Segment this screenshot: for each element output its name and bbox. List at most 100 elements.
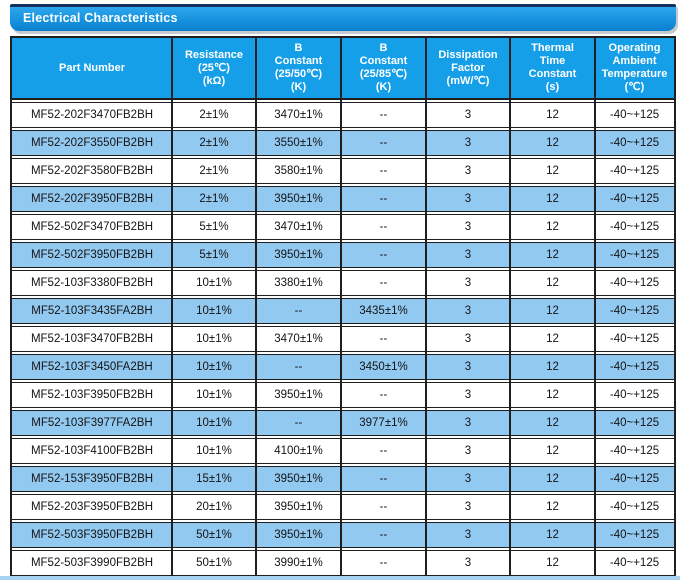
value-cell: -- bbox=[379, 445, 388, 457]
value-cell: 12 bbox=[546, 417, 559, 429]
table-row: MF52-103F3977FA2BH 10±1% -- 3977±1% 3 12 -40~+… bbox=[12, 410, 674, 436]
value-cell: 50±1% bbox=[196, 529, 232, 541]
column-separator bbox=[171, 38, 173, 580]
value-cell: -- bbox=[379, 557, 388, 569]
value-cell: -- bbox=[379, 389, 388, 401]
part-number-cell: MF52-103F3470FB2BH bbox=[30, 333, 154, 345]
part-number-cell: MF52-502F3950FB2BH bbox=[30, 249, 154, 261]
value-cell: 3 bbox=[464, 333, 472, 345]
table-row: MF52-203F3950FB2BH 20±1% 3950±1% -- 3 12 -40~+… bbox=[12, 494, 674, 520]
value-cell: 2±1% bbox=[199, 193, 229, 205]
table-row: MF52-103F3435FA2BH 10±1% -- 3435±1% 3 12 -40~+… bbox=[12, 298, 674, 324]
next-section-edge bbox=[0, 576, 680, 580]
value-cell: -40~+125 bbox=[609, 389, 660, 401]
value-cell: 10±1% bbox=[196, 333, 232, 345]
value-cell: -- bbox=[294, 305, 303, 317]
value-cell: 5±1% bbox=[199, 249, 229, 261]
table-row: MF52-153F3950FB2BH 15±1% 3950±1% -- 3 12 -40~+… bbox=[12, 466, 674, 492]
value-cell: 3 bbox=[464, 557, 472, 569]
value-cell: 3 bbox=[464, 529, 472, 541]
value-cell: 3 bbox=[464, 305, 472, 317]
table-row: MF52-103F3450FA2BH 10±1% -- 3450±1% 3 12 -40~+… bbox=[12, 354, 674, 380]
value-cell: 12 bbox=[546, 249, 559, 261]
value-cell: -- bbox=[379, 473, 388, 485]
part-number-cell: MF52-103F3435FA2BH bbox=[31, 305, 153, 317]
column-separator bbox=[255, 38, 257, 580]
part-number-cell: MF52-202F3550FB2BH bbox=[30, 137, 154, 149]
part-number-cell: MF52-202F3470FB2BH bbox=[30, 109, 154, 121]
part-number-cell: MF52-202F3580FB2BH bbox=[30, 165, 154, 177]
value-cell: -40~+125 bbox=[609, 473, 660, 485]
value-cell: 3470±1% bbox=[274, 109, 323, 121]
value-cell: 3 bbox=[464, 361, 472, 373]
value-cell: 3977±1% bbox=[359, 417, 408, 429]
value-cell: 3 bbox=[464, 109, 472, 121]
value-cell: -40~+125 bbox=[609, 557, 660, 569]
part-number-cell: MF52-153F3950FB2BH bbox=[30, 473, 154, 485]
value-cell: 3550±1% bbox=[274, 137, 323, 149]
value-cell: 12 bbox=[546, 333, 559, 345]
value-cell: -40~+125 bbox=[609, 333, 660, 345]
table-inner: Part Number Resistance (25℃) (kΩ) B Cons… bbox=[12, 38, 674, 580]
value-cell: 3450±1% bbox=[359, 361, 408, 373]
table-row: MF52-103F4100FB2BH 10±1% 4100±1% -- 3 12 -40~+… bbox=[12, 438, 674, 464]
value-cell: 12 bbox=[546, 137, 559, 149]
part-number-cell: MF52-103F3977FA2BH bbox=[31, 417, 153, 429]
value-cell: 3470±1% bbox=[274, 333, 323, 345]
col-header-b-constant-25-50: B Constant (25/50℃) (K) bbox=[274, 42, 323, 93]
table-row: MF52-503F3950FB2BH 50±1% 3950±1% -- 3 12 -40~+… bbox=[12, 522, 674, 548]
value-cell: 3950±1% bbox=[274, 249, 323, 261]
value-cell: 4100±1% bbox=[274, 445, 323, 457]
value-cell: 10±1% bbox=[196, 389, 232, 401]
value-cell: 3990±1% bbox=[274, 557, 323, 569]
part-number-cell: MF52-202F3950FB2BH bbox=[30, 193, 154, 205]
table-row: MF52-202F3550FB2BH 2±1% 3550±1% -- 3 12 -40~+1… bbox=[12, 130, 674, 156]
col-header-resistance: Resistance (25℃) (kΩ) bbox=[184, 48, 244, 87]
part-number-cell: MF52-203F3950FB2BH bbox=[30, 501, 154, 513]
value-cell: -40~+125 bbox=[609, 137, 660, 149]
table-row: MF52-202F3470FB2BH 2±1% 3470±1% -- 3 12 -40~+1… bbox=[12, 102, 674, 128]
value-cell: 12 bbox=[546, 389, 559, 401]
col-header-part-number: Part Number bbox=[58, 61, 126, 74]
part-number-cell: MF52-103F4100FB2BH bbox=[30, 445, 154, 457]
column-separator bbox=[340, 38, 342, 580]
value-cell: 3 bbox=[464, 501, 472, 513]
value-cell: -- bbox=[294, 361, 303, 373]
value-cell: 3580±1% bbox=[274, 165, 323, 177]
table-row: MF52-103F3950FB2BH 10±1% 3950±1% -- 3 12 -40~+… bbox=[12, 382, 674, 408]
value-cell: 3950±1% bbox=[274, 501, 323, 513]
value-cell: 12 bbox=[546, 501, 559, 513]
part-number-cell: MF52-503F3990FB2BH bbox=[30, 557, 154, 569]
value-cell: -- bbox=[379, 333, 388, 345]
part-number-cell: MF52-103F3380FB2BH bbox=[30, 277, 154, 289]
column-separator bbox=[594, 38, 596, 580]
column-separator bbox=[509, 38, 511, 580]
value-cell: -40~+125 bbox=[609, 529, 660, 541]
value-cell: -- bbox=[379, 249, 388, 261]
value-cell: 3950±1% bbox=[274, 529, 323, 541]
value-cell: 3 bbox=[464, 473, 472, 485]
value-cell: -40~+125 bbox=[609, 445, 660, 457]
part-number-cell: MF52-503F3950FB2BH bbox=[30, 529, 154, 541]
value-cell: 15±1% bbox=[196, 473, 232, 485]
col-header-dissipation-factor: Dissipation Factor (mW/℃) bbox=[438, 48, 498, 87]
value-cell: -- bbox=[379, 137, 388, 149]
value-cell: 3 bbox=[464, 137, 472, 149]
value-cell: 12 bbox=[546, 361, 559, 373]
part-number-cell: MF52-502F3470FB2BH bbox=[30, 221, 154, 233]
value-cell: -- bbox=[379, 109, 388, 121]
value-cell: 3 bbox=[464, 389, 472, 401]
value-cell: -40~+125 bbox=[609, 109, 660, 121]
value-cell: 12 bbox=[546, 445, 559, 457]
table-row: MF52-503F3990FB2BH 50±1% 3990±1% -- 3 12 -40~+… bbox=[12, 550, 674, 576]
value-cell: 3950±1% bbox=[274, 389, 323, 401]
value-cell: -40~+125 bbox=[609, 221, 660, 233]
value-cell: -40~+125 bbox=[609, 277, 660, 289]
value-cell: 2±1% bbox=[199, 137, 229, 149]
value-cell: 5±1% bbox=[199, 221, 229, 233]
value-cell: 10±1% bbox=[196, 361, 232, 373]
value-cell: 10±1% bbox=[196, 445, 232, 457]
value-cell: 3470±1% bbox=[274, 221, 323, 233]
value-cell: 12 bbox=[546, 529, 559, 541]
